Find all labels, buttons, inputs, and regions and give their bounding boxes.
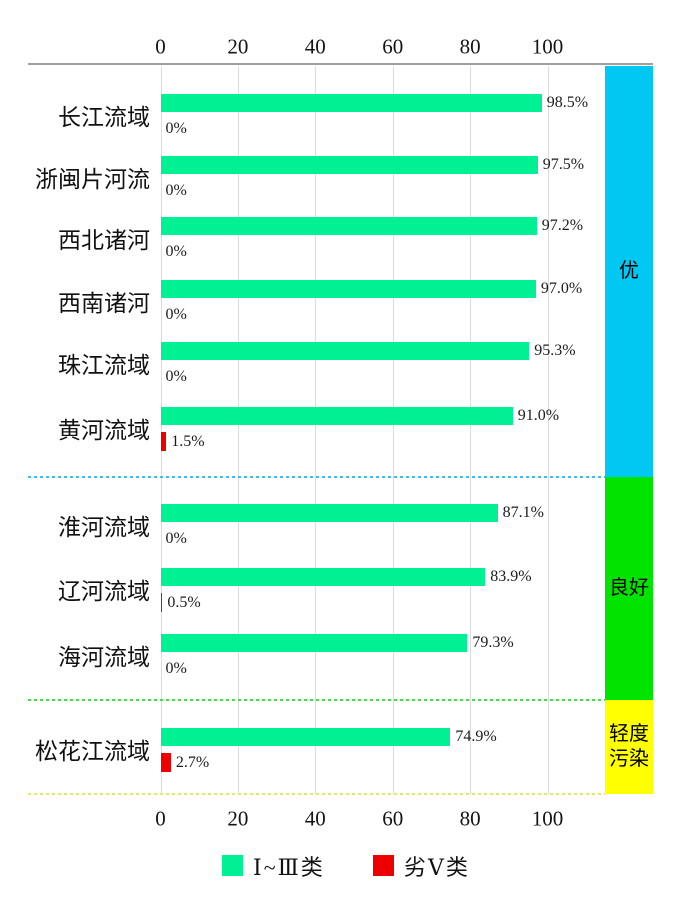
gridline [237, 66, 239, 794]
bad-value-label: 0.5% [167, 593, 201, 611]
bad-value-label: 0% [165, 367, 187, 385]
grade-band: 良好 [605, 477, 653, 700]
basin-label: 西北诸河 [58, 228, 150, 253]
gridline [547, 66, 549, 794]
basin-label: 松花江流域 [35, 739, 150, 764]
good-bar [160, 280, 536, 298]
bottom-axis-tick: 100 [531, 806, 564, 831]
basin-label: 珠江流域 [58, 353, 150, 378]
basin-label: 西南诸河 [58, 291, 150, 316]
legend-label: Ⅰ~Ⅲ类 [253, 855, 325, 880]
good-value-label: 98.5% [546, 94, 589, 111]
good-bar [160, 94, 542, 112]
legend-label: 劣Ⅴ类 [404, 855, 470, 880]
bottom-axis-tick: 60 [382, 806, 404, 831]
good-value-label: 97.5% [542, 156, 585, 173]
gridline [160, 66, 162, 794]
bottom-axis-tick: 80 [459, 806, 481, 831]
bad-value-label: 0% [165, 119, 187, 137]
bad-value-label: 0% [165, 529, 187, 547]
section-divider [28, 699, 605, 701]
section-divider [28, 793, 605, 795]
bad-value-label: 0% [165, 305, 187, 323]
top-axis-tick: 0 [155, 34, 166, 59]
legend-swatch [373, 855, 394, 876]
grade-band-label: 优 [619, 260, 639, 282]
grade-band-label: 轻度污染 [609, 723, 649, 770]
grade-band: 优 [605, 66, 653, 477]
basin-label: 长江流域 [58, 105, 150, 130]
top-axis-tick: 60 [382, 34, 404, 59]
bottom-axis-tick: 40 [304, 806, 326, 831]
gridline [470, 66, 472, 794]
legend-swatch [222, 855, 243, 876]
bad-value-label: 0% [165, 659, 187, 677]
bottom-axis-tick: 0 [155, 806, 166, 831]
bad-value-label: 0% [165, 181, 187, 199]
good-value-label: 95.3% [534, 342, 576, 359]
top-axis-tick: 40 [304, 34, 326, 59]
good-value-label: 97.2% [541, 217, 584, 234]
top-axis-tick: 20 [227, 34, 249, 59]
good-bar [160, 217, 537, 235]
bottom-axis-tick: 20 [227, 806, 249, 831]
bad-value-label: 2.7% [175, 753, 210, 771]
good-bar [160, 634, 468, 652]
good-bar [160, 504, 498, 522]
basin-label: 海河流域 [58, 645, 150, 670]
top-axis-tick: 100 [531, 34, 564, 59]
grade-band: 轻度污染 [605, 700, 653, 794]
basin-label: 淮河流域 [58, 515, 150, 540]
basin-label: 辽河流域 [58, 579, 150, 604]
grade-band-label: 良好 [609, 577, 649, 599]
gridline [392, 66, 394, 794]
good-value-label: 91.0% [517, 407, 560, 424]
good-bar [160, 407, 513, 425]
good-value-label: 79.3% [472, 634, 514, 651]
gridline [315, 66, 317, 794]
bad-value-label: 1.5% [171, 432, 205, 450]
bad-bar [160, 593, 163, 612]
good-value-label: 83.9% [490, 568, 532, 585]
top-axis-tick: 80 [459, 34, 481, 59]
good-bar [160, 568, 486, 586]
good-value-label: 74.9% [455, 728, 497, 745]
basin-label: 黄河流域 [58, 418, 150, 443]
good-bar [160, 342, 530, 360]
good-value-label: 97.0% [540, 280, 583, 297]
bad-bar [160, 432, 167, 451]
section-divider [28, 476, 605, 478]
good-bar [160, 728, 451, 746]
good-value-label: 87.1% [502, 504, 544, 521]
bad-value-label: 0% [165, 242, 187, 260]
basin-label: 浙闽片河流 [35, 167, 150, 192]
bad-bar [160, 753, 171, 772]
x-axis-line [28, 63, 653, 65]
good-bar [160, 156, 538, 174]
